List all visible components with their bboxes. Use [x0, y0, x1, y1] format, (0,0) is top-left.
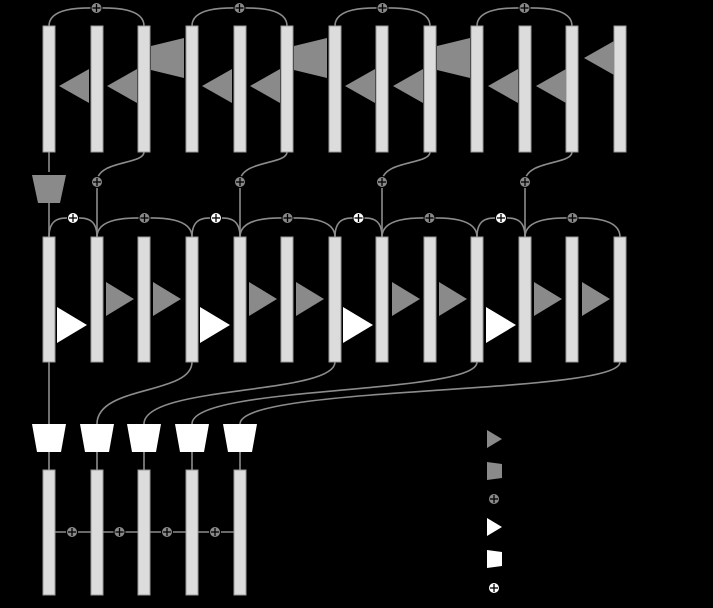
row1-downsample-gray-trapezoid-icon	[32, 175, 66, 203]
cross-add-node-3	[376, 176, 388, 188]
row1-gray-trapezoid-icon-2	[294, 38, 327, 78]
row2-white-add-node-3	[352, 212, 365, 224]
row1-bar-9	[423, 25, 437, 153]
row1-bar-13	[613, 25, 627, 153]
row2-bar-6	[280, 236, 294, 363]
row1-bar-8	[375, 25, 389, 153]
row2-white-add-node-1	[67, 212, 79, 224]
legend-white-add-node-icon	[488, 582, 500, 594]
row1-gray-triangle-icon-2	[107, 69, 137, 103]
row1-bar-7	[328, 25, 342, 153]
row3-add-node-1	[66, 526, 78, 538]
row2-white-triangle-icon-2	[200, 307, 230, 343]
row1-gray-triangle-icon-6	[393, 69, 423, 103]
row1-bar-4	[185, 25, 199, 153]
cross-add-node-4	[519, 176, 531, 188]
row1-bar-6	[280, 25, 294, 153]
row2-white-add-node-4	[495, 212, 507, 224]
feature-bars	[42, 25, 627, 596]
row2-bar-11	[518, 236, 532, 363]
row2-gray-triangle-icon-4	[296, 282, 324, 316]
row1-bar-12	[565, 25, 579, 153]
row1-bar-1	[42, 25, 56, 153]
row2-bar-5	[233, 236, 247, 363]
row1-bar-5	[233, 25, 247, 153]
row1-add-node-2	[233, 2, 246, 14]
row2-white-triangle-icon-3	[343, 307, 373, 343]
row2-gray-add-node-2	[281, 212, 294, 224]
row2-white-add-node-2	[210, 212, 222, 224]
row2-bar-1	[42, 236, 56, 363]
row3-add-node-2	[113, 526, 126, 538]
row3-add-node-4	[209, 526, 221, 538]
legend-white-trapezoid-icon	[487, 550, 502, 568]
row2-gray-triangle-icon-1	[106, 282, 134, 316]
row3-bar-4	[185, 469, 199, 596]
row2-bar-4	[185, 236, 199, 363]
row2-bar-9	[423, 236, 437, 363]
row2-bar-13	[613, 236, 627, 363]
row2-gray-add-node-4	[566, 212, 579, 224]
row1-bar-2	[90, 25, 104, 153]
decoder-white-trapezoid-icon-3	[127, 424, 161, 452]
legend-gray-triangle-icon	[487, 430, 502, 448]
row1-bar-10	[470, 25, 484, 153]
row1-gray-triangle-icon-4	[250, 69, 280, 103]
row2-gray-triangle-icon-5	[392, 282, 420, 316]
legend-gray-add-node-icon	[488, 493, 500, 505]
row2-white-triangle-icon-1	[57, 307, 87, 343]
legend-white-triangle-icon	[487, 518, 502, 536]
row1-gray-trapezoid-icon-3	[437, 38, 470, 78]
row1-bar-3	[137, 25, 151, 153]
row3-bar-1	[42, 469, 56, 596]
row1-gray-triangle-icon-3	[202, 69, 232, 103]
cross-add-node-2	[234, 176, 246, 188]
row2-gray-triangle-icon-7	[534, 282, 562, 316]
decoder-white-trapezoid-icon-2	[80, 424, 114, 452]
row2-bar-12	[565, 236, 579, 363]
row3-bar-5	[233, 469, 247, 596]
row1-gray-triangle-icon-9	[584, 41, 614, 75]
decoder-white-trapezoid-icon-1	[32, 424, 66, 452]
row3-bar-2	[90, 469, 104, 596]
row1-gray-triangle-icon-8	[536, 69, 566, 103]
operation-shapes	[32, 2, 614, 568]
decoder-white-trapezoid-icon-4	[175, 424, 209, 452]
row1-add-node-3	[376, 2, 389, 14]
row2-to-decoder-link-3	[143, 361, 336, 425]
row1-add-node-4	[518, 2, 531, 14]
row2-gray-triangle-icon-2	[153, 282, 181, 316]
cross-add-node-1	[91, 176, 103, 188]
row1-gray-triangle-icon-7	[488, 69, 518, 103]
row1-add-node-1	[90, 2, 103, 14]
row2-bar-8	[375, 236, 389, 363]
row1-gray-trapezoid-icon-1	[151, 38, 184, 78]
legend-gray-trapezoid-icon	[487, 462, 502, 480]
legend	[488, 493, 500, 594]
row2-gray-add-node-1	[138, 212, 151, 224]
row2-gray-triangle-icon-6	[439, 282, 467, 316]
row2-gray-add-node-3	[423, 212, 436, 224]
row2-to-decoder-link-4	[191, 361, 478, 425]
row3-add-node-3	[161, 526, 173, 538]
row2-bar-2	[90, 236, 104, 363]
row1-bar-11	[518, 25, 532, 153]
row2-gray-triangle-icon-8	[582, 282, 610, 316]
row2-gray-triangle-icon-3	[249, 282, 277, 316]
row2-bar-7	[328, 236, 342, 363]
row2-to-decoder-link-2	[96, 361, 193, 425]
row2-bar-3	[137, 236, 151, 363]
row1-gray-triangle-icon-1	[59, 69, 89, 103]
row2-to-decoder-link-5	[239, 361, 621, 425]
decoder-white-trapezoid-icon-5	[223, 424, 257, 452]
row1-gray-triangle-icon-5	[345, 69, 375, 103]
row2-bar-10	[470, 236, 484, 363]
row3-bar-3	[137, 469, 151, 596]
row2-white-triangle-icon-4	[486, 307, 516, 343]
